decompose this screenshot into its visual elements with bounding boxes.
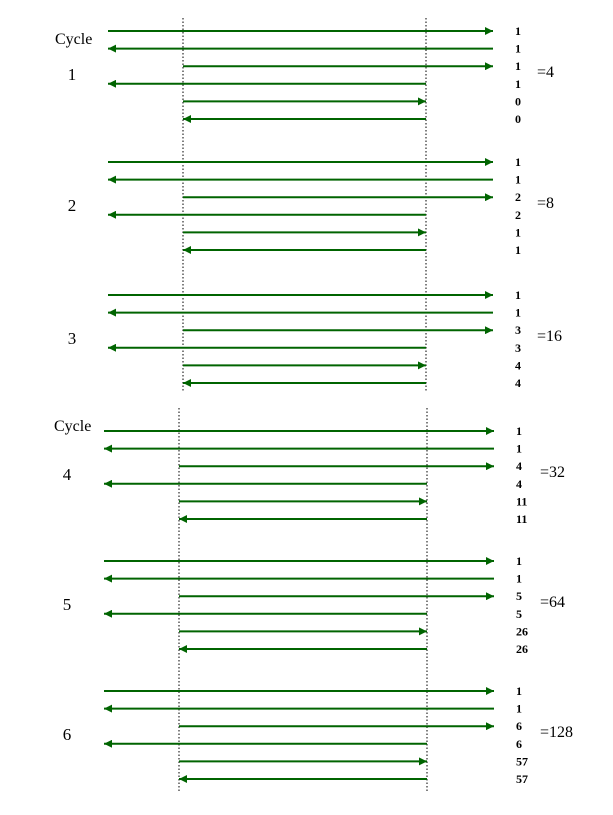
cycle-heading: Cycle — [54, 418, 91, 435]
message-count: 4 — [516, 477, 522, 491]
cycle-total: =4 — [537, 64, 554, 81]
message-count: 1 — [515, 225, 521, 239]
message-count: 0 — [515, 94, 521, 108]
message-count: 57 — [516, 772, 528, 786]
message-count: 1 — [515, 243, 521, 257]
cycle-number: 5 — [63, 595, 72, 614]
cycle-total: =16 — [537, 328, 562, 345]
message-count: 1 — [516, 702, 522, 716]
message-count: 1 — [515, 173, 521, 187]
cycle-heading: Cycle — [55, 31, 92, 48]
cycle-total: =8 — [537, 195, 554, 212]
cycle-number: 6 — [63, 725, 72, 744]
cycle-number: 3 — [68, 329, 77, 348]
message-count: 1 — [516, 442, 522, 456]
message-count: 0 — [515, 112, 521, 126]
message-count: 6 — [516, 737, 522, 751]
message-count: 5 — [516, 589, 522, 603]
cycle-total: =128 — [540, 724, 573, 741]
message-count: 3 — [515, 341, 521, 355]
cycle-number: 1 — [68, 65, 77, 84]
message-count: 1 — [516, 684, 522, 698]
message-count: 1 — [515, 155, 521, 169]
message-count: 4 — [516, 459, 522, 473]
cycle-number: 4 — [63, 465, 72, 484]
message-count: 1 — [515, 77, 521, 91]
message-count: 57 — [516, 754, 528, 768]
message-count: 11 — [516, 494, 527, 508]
message-count: 6 — [516, 719, 522, 733]
message-count: 26 — [516, 642, 528, 656]
message-count: 3 — [515, 323, 521, 337]
cycle-total: =32 — [540, 464, 565, 481]
cycle-number: 2 — [68, 196, 77, 215]
message-count: 26 — [516, 624, 528, 638]
message-count: 5 — [516, 607, 522, 621]
message-count: 1 — [516, 572, 522, 586]
message-count: 1 — [515, 24, 521, 38]
message-count: 1 — [515, 306, 521, 320]
message-count: 1 — [515, 42, 521, 56]
message-count: 2 — [515, 190, 521, 204]
message-count: 4 — [515, 376, 521, 390]
message-count: 1 — [516, 554, 522, 568]
message-count: 2 — [515, 208, 521, 222]
message-count: 1 — [515, 59, 521, 73]
message-count: 11 — [516, 512, 527, 526]
message-count: 1 — [515, 288, 521, 302]
message-count: 4 — [515, 358, 521, 372]
cycle-total: =64 — [540, 594, 565, 611]
message-count: 1 — [516, 424, 522, 438]
